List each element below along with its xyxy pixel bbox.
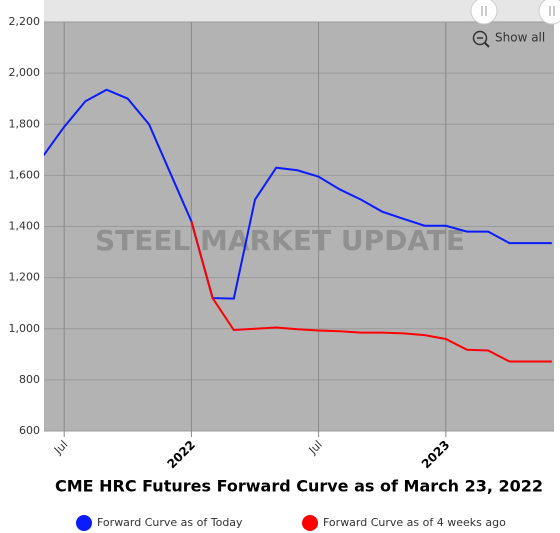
show-all-button[interactable]: Show all bbox=[472, 31, 546, 48]
y-tick-label: 1,000 bbox=[9, 322, 41, 335]
legend-label: Forward Curve as of Today bbox=[97, 516, 243, 529]
series-line bbox=[190, 221, 552, 363]
x-tick-label: Jul bbox=[306, 438, 325, 457]
y-tick-label: 2,200 bbox=[9, 15, 41, 28]
chart-title: CME HRC Futures Forward Curve as of Marc… bbox=[55, 477, 543, 496]
y-tick-label: 600 bbox=[19, 424, 40, 437]
navigator bbox=[44, 0, 560, 22]
y-tick-label: 1,600 bbox=[9, 168, 41, 181]
y-tick-label: 800 bbox=[19, 373, 40, 386]
legend-marker bbox=[76, 515, 92, 531]
series-line bbox=[44, 88, 552, 300]
watermark: STEEL MARKET UPDATE bbox=[95, 224, 465, 257]
y-tick-label: 1,200 bbox=[9, 271, 41, 284]
y-tick-label: 2,000 bbox=[9, 66, 41, 79]
show-all-label[interactable]: Show all bbox=[495, 31, 545, 45]
legend-marker bbox=[302, 515, 318, 531]
y-tick-label: 1,400 bbox=[9, 220, 41, 233]
y-tick-label: 1,800 bbox=[9, 117, 41, 130]
x-tick-label: 2023 bbox=[419, 438, 453, 472]
legend-label: Forward Curve as of 4 weeks ago bbox=[323, 516, 506, 529]
x-tick-label: 2022 bbox=[164, 438, 198, 472]
scroll-handles[interactable] bbox=[470, 0, 560, 25]
x-tick-label: Jul bbox=[51, 438, 70, 457]
